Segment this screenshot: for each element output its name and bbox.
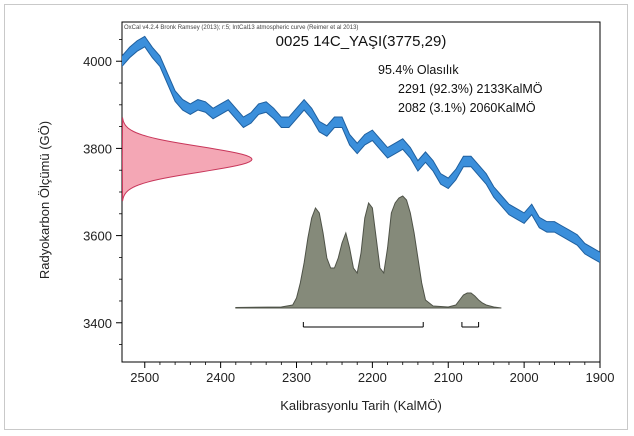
calibration-curve-upper [122,35,600,253]
x-tick-label: 2000 [510,370,539,385]
x-tick-label: 2400 [206,370,235,385]
posterior-distribution [235,195,502,309]
measurement-distribution [122,117,253,202]
plot-area [121,21,601,363]
x-tick-label: 2100 [434,370,463,385]
y-tick-label: 4000 [83,54,112,69]
y-tick-label: 3400 [83,316,112,331]
range-label-2: 2082 (3.1%) 2060KalMÖ [398,101,536,115]
chart-title: 0025 14C_YAŞI(3775,29) [276,33,447,50]
x-tick-label: 2500 [130,370,159,385]
credit-text: OxCal v4.2.4 Bronk Ramsey (2013); r:5; I… [124,25,358,31]
probability-header: 95.4% Olasılık [378,63,459,77]
y-tick-label: 3600 [83,229,112,244]
x-tick-label: 2200 [358,370,387,385]
range-bracket-2 [461,322,480,328]
x-tick-label: 2300 [282,370,311,385]
y-tick-label: 3800 [83,141,112,156]
calibration-curve-lower [122,46,600,264]
range-bracket-1 [302,322,424,328]
y-axis-label: Radyokarbon Ölçümü (GÖ) [37,121,52,279]
x-axis-label: Kalibrasyonlu Tarih (KalMÖ) [280,398,442,413]
range-label-1: 2291 (92.3%) 2133KalMÖ [398,82,543,96]
x-tick-label: 1900 [586,370,615,385]
